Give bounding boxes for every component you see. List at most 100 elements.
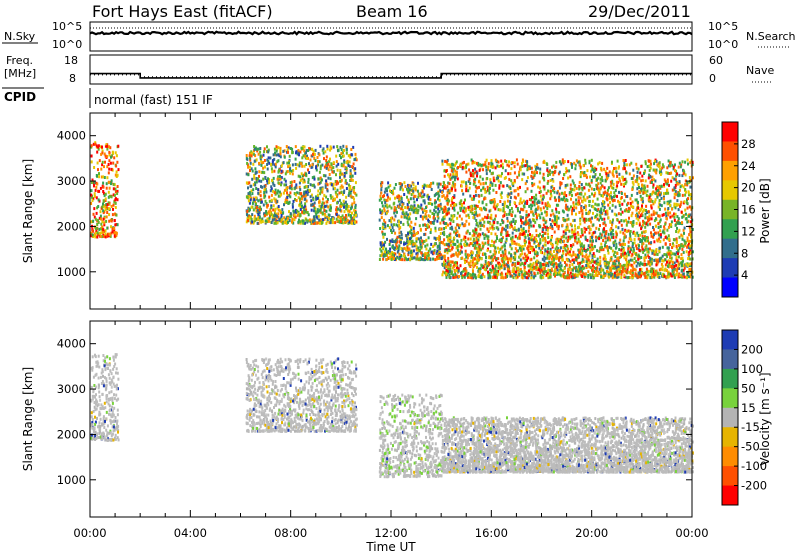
data-cell bbox=[494, 166, 497, 170]
data-cell bbox=[635, 244, 638, 248]
data-cell bbox=[355, 213, 357, 217]
data-cell bbox=[315, 221, 318, 225]
data-cell bbox=[501, 256, 504, 260]
data-cell bbox=[316, 197, 319, 200]
data-cell bbox=[686, 206, 689, 210]
data-cell bbox=[342, 203, 345, 207]
data-cell bbox=[652, 249, 655, 253]
data-cell bbox=[634, 234, 637, 238]
data-cell bbox=[547, 189, 550, 193]
data-cell bbox=[500, 276, 503, 280]
data-cell bbox=[256, 210, 259, 214]
data-cell bbox=[585, 227, 588, 231]
data-cell bbox=[497, 208, 500, 212]
data-cell bbox=[592, 276, 595, 280]
data-cell bbox=[454, 203, 457, 207]
data-cell bbox=[340, 201, 343, 205]
data-cell bbox=[398, 231, 401, 235]
data-cell bbox=[475, 246, 478, 250]
data-cell bbox=[93, 192, 96, 196]
data-cell bbox=[590, 216, 593, 220]
data-cell bbox=[526, 160, 529, 164]
data-cell bbox=[383, 243, 385, 247]
data-cell bbox=[660, 204, 663, 208]
data-cell bbox=[458, 226, 461, 230]
data-cell bbox=[292, 169, 295, 172]
data-cell bbox=[436, 255, 438, 259]
data-cell bbox=[324, 163, 327, 167]
data-cell bbox=[523, 263, 526, 267]
data-cell bbox=[321, 163, 324, 167]
data-cell bbox=[114, 187, 117, 191]
data-cell bbox=[643, 184, 646, 188]
data-cell bbox=[112, 207, 114, 211]
data-cell bbox=[452, 183, 455, 187]
data-cell bbox=[654, 217, 657, 221]
data-cell bbox=[562, 230, 565, 234]
data-cell bbox=[591, 243, 594, 247]
data-cell bbox=[442, 270, 445, 274]
data-cell bbox=[438, 247, 441, 251]
data-cell bbox=[354, 181, 357, 185]
data-cell bbox=[644, 179, 647, 183]
data-cell bbox=[415, 244, 418, 248]
data-cell bbox=[486, 213, 489, 217]
data-cell bbox=[307, 149, 310, 152]
data-cell bbox=[583, 266, 586, 270]
data-cell bbox=[94, 217, 97, 221]
data-cell bbox=[681, 256, 684, 260]
data-cell bbox=[438, 238, 441, 242]
data-cell bbox=[421, 217, 424, 221]
data-cell bbox=[349, 153, 352, 157]
data-cell bbox=[624, 243, 626, 246]
data-cell bbox=[387, 251, 390, 255]
data-cell bbox=[471, 234, 474, 238]
data-cell bbox=[454, 182, 457, 186]
data-cell bbox=[577, 195, 580, 199]
data-cell bbox=[451, 217, 454, 221]
data-cell bbox=[423, 258, 426, 262]
data-cell bbox=[506, 262, 509, 266]
data-cell bbox=[400, 215, 403, 219]
data-cell bbox=[266, 203, 269, 207]
data-cell bbox=[291, 151, 294, 155]
data-cell bbox=[544, 239, 547, 243]
data-cell bbox=[665, 214, 668, 218]
data-cell bbox=[298, 185, 301, 189]
data-cell bbox=[480, 188, 483, 192]
data-cell bbox=[432, 245, 435, 248]
data-cell bbox=[451, 184, 454, 188]
data-cell bbox=[579, 196, 582, 200]
data-cell bbox=[625, 163, 628, 167]
data-cell bbox=[577, 255, 580, 259]
data-cell bbox=[407, 232, 409, 236]
data-cell bbox=[430, 250, 433, 254]
data-cell bbox=[561, 258, 564, 262]
data-cell bbox=[612, 169, 615, 173]
data-cell bbox=[521, 201, 523, 205]
data-cell bbox=[321, 190, 324, 194]
data-cell bbox=[539, 186, 542, 190]
data-cell bbox=[661, 230, 664, 234]
data-cell bbox=[527, 250, 530, 254]
data-cell bbox=[348, 220, 351, 224]
data-cell bbox=[562, 246, 565, 249]
data-cell bbox=[107, 201, 110, 205]
data-cell bbox=[383, 209, 386, 213]
data-cell bbox=[248, 195, 251, 199]
data-cell bbox=[472, 244, 475, 247]
data-cell bbox=[246, 196, 249, 199]
data-cell bbox=[468, 253, 470, 257]
data-cell bbox=[271, 162, 274, 166]
data-cell bbox=[479, 233, 482, 237]
data-cell bbox=[596, 217, 599, 221]
data-cell bbox=[621, 252, 624, 256]
data-cell bbox=[634, 268, 637, 272]
data-cell bbox=[649, 159, 652, 163]
data-cell bbox=[259, 147, 262, 150]
data-cell bbox=[514, 274, 517, 277]
data-cell bbox=[297, 196, 300, 200]
data-cell bbox=[484, 207, 487, 211]
data-cell bbox=[534, 252, 537, 256]
data-cell bbox=[472, 272, 474, 276]
